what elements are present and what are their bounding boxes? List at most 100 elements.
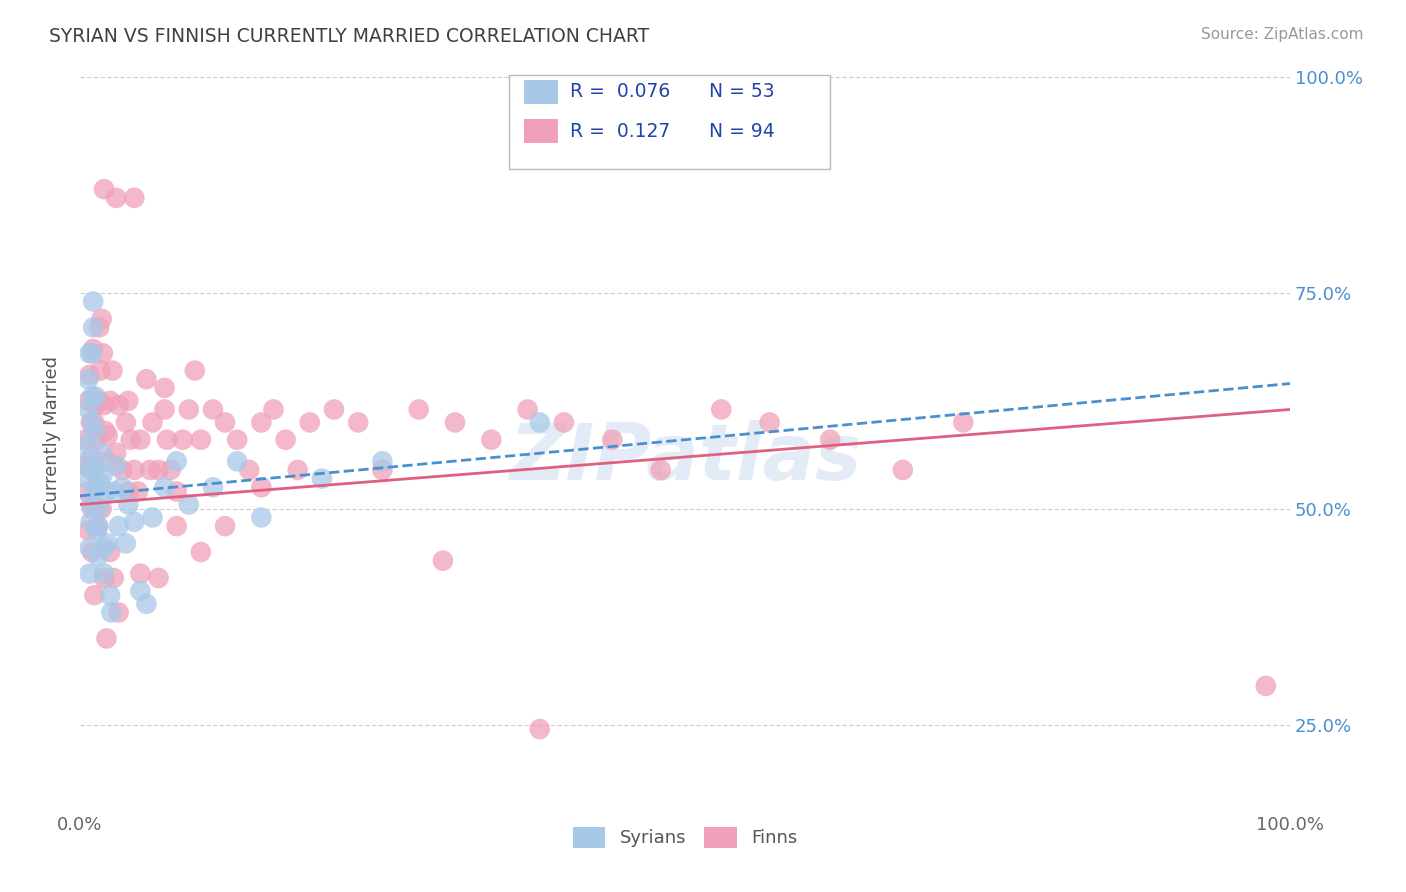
Point [96,632,118,646]
Point [177,498,200,512]
Point [75,472,97,486]
Point [80,346,103,360]
Point [371,463,394,477]
Point [111,463,134,477]
Point [226,433,249,447]
Point [83,416,105,430]
Point [83,424,105,438]
Point [115,536,138,550]
Point [818,433,841,447]
Point [172,433,194,447]
Point [1254,679,1277,693]
Point [432,554,454,568]
Point [153,381,176,395]
Point [129,583,152,598]
Point [107,398,129,412]
Point [529,416,551,430]
Point [103,571,125,585]
Point [148,571,170,585]
Point [107,519,129,533]
Point [97,536,120,550]
Point [117,393,139,408]
Point [159,463,181,477]
Point [80,501,103,516]
Point [90,501,112,516]
Point [80,515,103,529]
Point [347,416,370,430]
Point [166,484,188,499]
Point [75,454,97,468]
Point [103,484,125,499]
Point [201,480,224,494]
Text: R =  0.076: R = 0.076 [569,82,671,102]
Point [105,445,128,459]
Point [79,346,101,360]
Point [77,402,100,417]
Point [84,390,107,404]
Point [250,510,273,524]
Point [98,545,121,559]
Point [98,588,121,602]
Point [77,524,100,538]
Point [80,416,103,430]
Point [89,501,111,516]
Point [553,416,575,430]
Point [75,458,97,473]
FancyBboxPatch shape [524,119,558,143]
Point [89,363,111,377]
Point [408,402,430,417]
Text: ZIPatlas: ZIPatlas [509,420,860,496]
Point [650,463,672,477]
Point [135,597,157,611]
Point [82,294,104,309]
Point [77,393,100,408]
Point [80,450,103,464]
Text: N = 94: N = 94 [709,121,775,141]
Point [79,541,101,555]
Point [86,480,108,494]
Point [124,191,146,205]
Point [89,320,111,334]
Point [84,398,107,412]
Point [111,480,134,494]
Point [105,191,128,205]
Point [87,519,110,533]
Point [96,454,118,468]
Point [602,433,624,447]
Point [84,458,107,473]
Point [87,549,110,564]
Point [83,463,105,477]
Point [107,606,129,620]
Point [135,372,157,386]
Point [100,606,122,620]
Point [101,363,124,377]
Point [89,475,111,490]
Point [97,428,120,442]
Point [82,320,104,334]
Point [86,524,108,538]
Point [263,402,285,417]
Point [82,342,104,356]
Point [86,433,108,447]
Point [105,458,128,473]
Point [90,445,112,459]
Point [323,402,346,417]
Point [98,393,121,408]
Point [153,480,176,494]
Point [79,566,101,581]
Point [710,402,733,417]
Point [238,463,260,477]
Text: Source: ZipAtlas.com: Source: ZipAtlas.com [1201,27,1364,42]
Point [120,433,142,447]
Point [250,480,273,494]
Point [129,566,152,581]
Point [76,484,98,499]
Point [156,433,179,447]
Point [90,311,112,326]
Point [94,424,117,438]
Text: SYRIAN VS FINNISH CURRENTLY MARRIED CORRELATION CHART: SYRIAN VS FINNISH CURRENTLY MARRIED CORR… [49,27,650,45]
Point [891,463,914,477]
Point [93,541,115,555]
Point [124,463,146,477]
Point [73,433,96,447]
